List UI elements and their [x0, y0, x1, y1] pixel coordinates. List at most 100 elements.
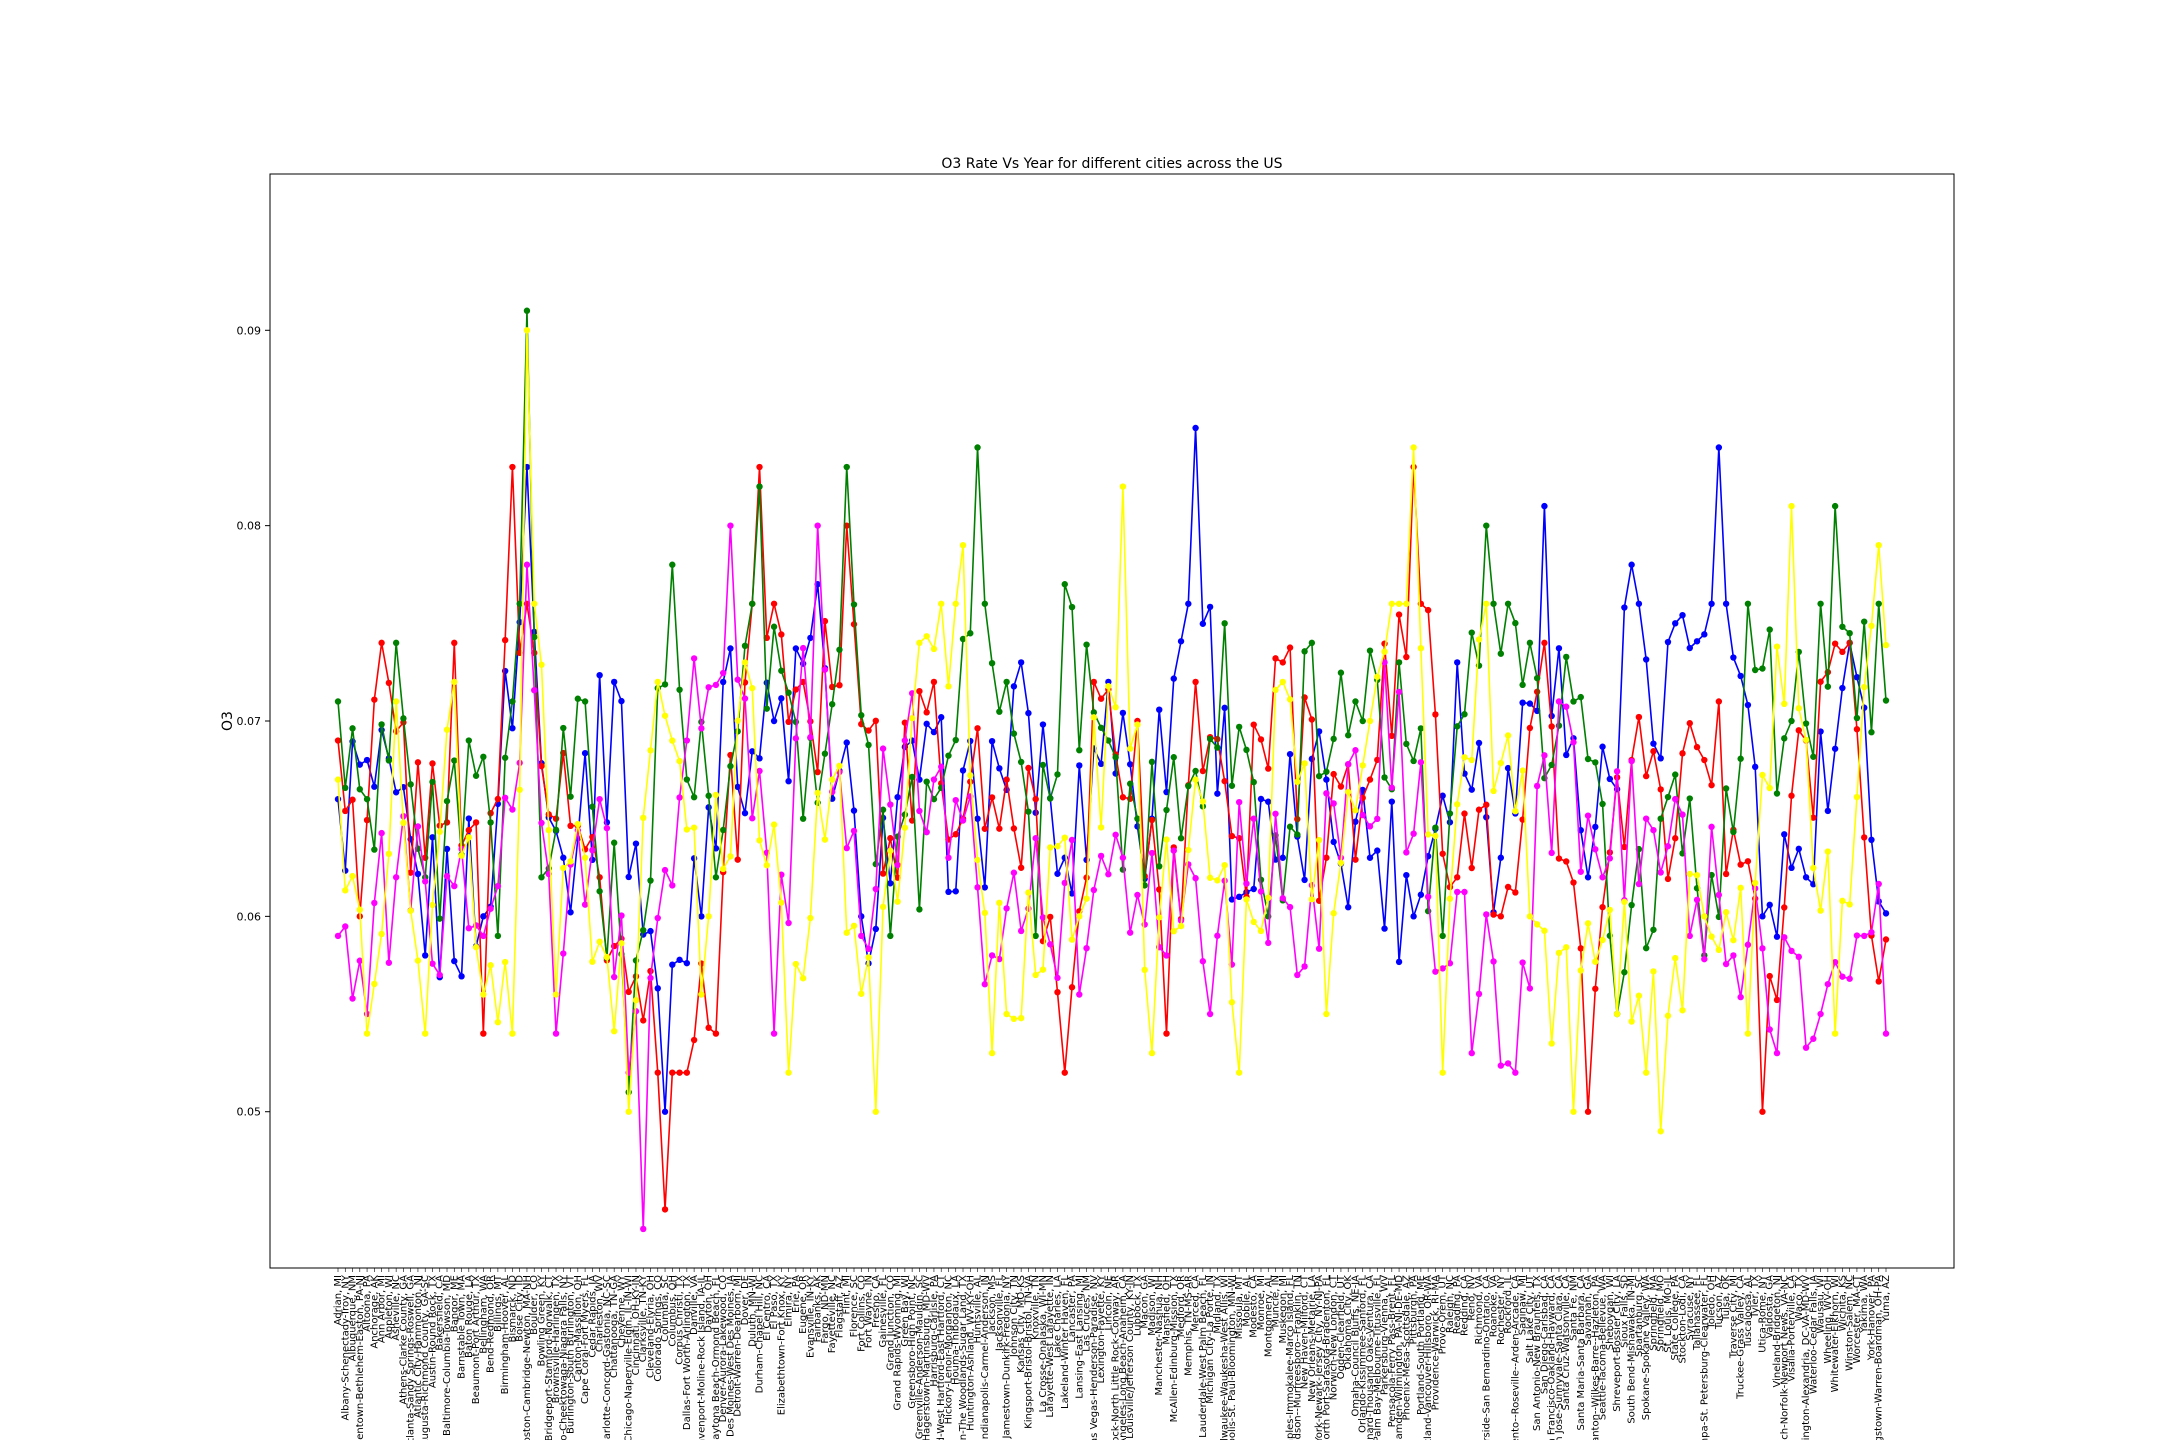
- data-point: [363, 816, 371, 824]
- data-point: [422, 952, 429, 959]
- x-tick-label: Bakersfield, CA: [435, 1275, 446, 1351]
- data-point: [872, 860, 879, 868]
- data-point: [1657, 869, 1664, 876]
- x-tick-label: Asheville, NC: [391, 1275, 402, 1341]
- x-tick-label: New Orleans-Metairie, LA: [1307, 1275, 1318, 1402]
- data-point: [1105, 871, 1112, 878]
- x-tick-label: Flint, MI: [842, 1275, 853, 1315]
- data-point: [1192, 678, 1199, 686]
- data-point: [640, 927, 647, 934]
- x-tick-label: Las Vegas-Henderson-Paradise, NV: [1089, 1275, 1100, 1440]
- data-point: [1185, 600, 1192, 607]
- data-point: [545, 826, 552, 834]
- data-point: [1737, 884, 1744, 892]
- data-point: [349, 796, 356, 803]
- data-point: [1054, 771, 1061, 778]
- data-point: [1047, 913, 1054, 921]
- data-point: [1061, 879, 1068, 887]
- x-tick-label: Baton Rouge, LA: [464, 1275, 475, 1358]
- data-point: [349, 872, 356, 880]
- data-point: [1083, 641, 1090, 648]
- data-point: [690, 824, 698, 831]
- data-point: [1548, 723, 1555, 730]
- data-point: [494, 1018, 502, 1026]
- data-point: [334, 698, 342, 705]
- data-point: [1584, 812, 1592, 819]
- data-point: [1170, 754, 1177, 761]
- data-point: [945, 683, 952, 690]
- data-point: [1853, 793, 1861, 801]
- data-point: [1185, 846, 1192, 854]
- data-point: [1781, 735, 1788, 742]
- data-point: [974, 725, 981, 732]
- data-point: [1032, 932, 1039, 940]
- data-point: [1352, 807, 1359, 814]
- data-point: [1439, 932, 1446, 940]
- data-point: [349, 725, 356, 732]
- x-tick-label: Jackson, MS: [987, 1275, 998, 1335]
- data-point: [1235, 723, 1243, 731]
- data-point: [596, 795, 603, 803]
- data-point: [1250, 778, 1257, 786]
- data-point: [872, 1108, 879, 1115]
- data-point: [799, 678, 807, 686]
- data-point: [1177, 922, 1185, 930]
- data-point: [1882, 910, 1890, 917]
- x-tick-label: South Bend-Mishawaka, IN-MI: [1627, 1275, 1638, 1424]
- data-point: [1773, 643, 1781, 650]
- data-point: [516, 786, 523, 793]
- data-point: [1839, 897, 1846, 905]
- data-point: [1497, 650, 1505, 657]
- data-point: [647, 974, 654, 982]
- data-point: [1156, 706, 1163, 713]
- data-point: [1003, 776, 1010, 783]
- data-point: [1497, 854, 1505, 861]
- data-point: [996, 825, 1003, 832]
- data-point: [756, 463, 763, 471]
- x-tick-label: Florence, SC: [849, 1275, 860, 1337]
- data-point: [342, 784, 349, 792]
- data-point: [1032, 835, 1039, 842]
- data-point: [1664, 638, 1672, 646]
- data-point: [1693, 638, 1701, 645]
- data-point: [422, 1030, 429, 1037]
- x-tick-label: Medford, OR: [1176, 1275, 1187, 1337]
- data-point: [1395, 688, 1403, 696]
- data-point: [1286, 823, 1294, 830]
- data-point: [1672, 954, 1679, 962]
- data-point: [756, 767, 763, 775]
- data-point: [661, 712, 669, 719]
- data-point: [1722, 960, 1730, 968]
- x-tick-label: Manchester-Nashua, NH: [1154, 1275, 1165, 1395]
- data-point: [669, 882, 676, 889]
- data-point: [581, 698, 589, 705]
- data-point: [1533, 921, 1541, 928]
- data-point: [1017, 758, 1025, 766]
- data-point: [1199, 958, 1207, 965]
- data-point: [1744, 701, 1752, 709]
- data-point: [1722, 909, 1730, 916]
- data-point: [581, 901, 589, 908]
- data-point: [974, 815, 981, 822]
- data-point: [1228, 896, 1236, 903]
- data-point: [1126, 780, 1134, 787]
- data-point: [1686, 932, 1693, 940]
- data-point: [480, 932, 487, 940]
- data-point: [1504, 883, 1512, 891]
- data-point: [799, 975, 807, 982]
- x-tick-label: Lubbock, TX: [1132, 1275, 1143, 1336]
- data-point: [1323, 854, 1330, 861]
- data-point: [625, 873, 632, 881]
- data-point: [451, 678, 458, 686]
- data-point: [1817, 907, 1824, 914]
- data-point: [1664, 1012, 1672, 1019]
- x-tick-label: Hickory-Lenoir-Morganton, NC: [943, 1275, 954, 1424]
- data-point: [596, 888, 603, 895]
- data-point: [1788, 792, 1795, 799]
- data-point: [1424, 831, 1432, 838]
- data-point: [458, 973, 465, 980]
- data-point: [974, 884, 981, 891]
- data-point: [363, 795, 371, 803]
- data-point: [1199, 620, 1207, 627]
- x-tick-label: Truckee-Grass Valley, CA: [1736, 1275, 1747, 1400]
